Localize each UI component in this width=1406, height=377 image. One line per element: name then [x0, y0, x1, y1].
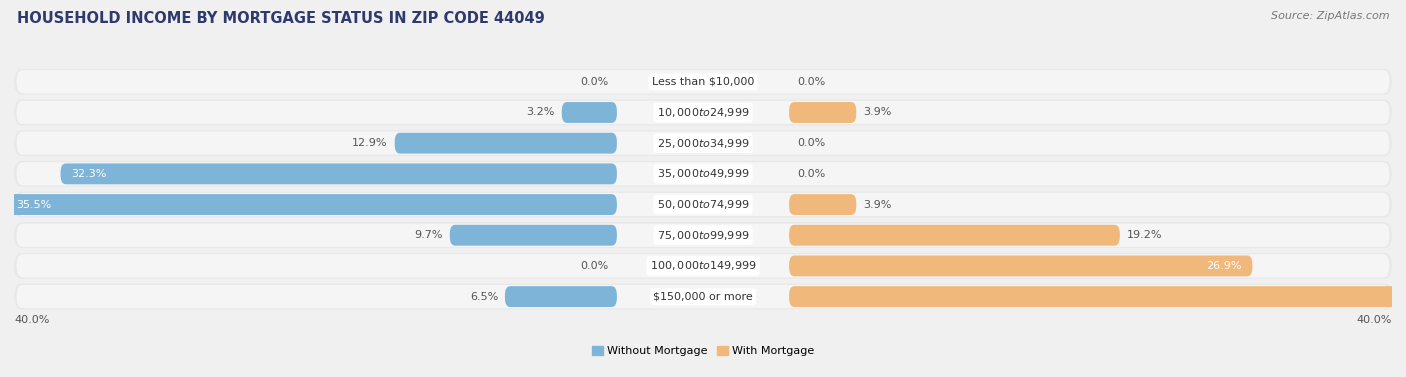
- Text: 0.0%: 0.0%: [581, 77, 609, 87]
- Text: 32.3%: 32.3%: [70, 169, 107, 179]
- Text: 0.0%: 0.0%: [797, 169, 825, 179]
- FancyBboxPatch shape: [14, 161, 1392, 187]
- Text: Less than $10,000: Less than $10,000: [652, 77, 754, 87]
- FancyBboxPatch shape: [14, 284, 1392, 310]
- FancyBboxPatch shape: [17, 162, 1389, 185]
- Text: 19.2%: 19.2%: [1126, 230, 1163, 240]
- FancyBboxPatch shape: [14, 130, 1392, 156]
- Text: 0.0%: 0.0%: [797, 77, 825, 87]
- FancyBboxPatch shape: [17, 224, 1389, 247]
- FancyBboxPatch shape: [450, 225, 617, 246]
- Text: 9.7%: 9.7%: [415, 230, 443, 240]
- Text: 0.0%: 0.0%: [581, 261, 609, 271]
- Text: $10,000 to $24,999: $10,000 to $24,999: [657, 106, 749, 119]
- FancyBboxPatch shape: [789, 194, 856, 215]
- Text: 3.9%: 3.9%: [863, 107, 891, 118]
- FancyBboxPatch shape: [395, 133, 617, 153]
- Legend: Without Mortgage, With Mortgage: Without Mortgage, With Mortgage: [588, 342, 818, 361]
- Text: $150,000 or more: $150,000 or more: [654, 291, 752, 302]
- Text: 6.5%: 6.5%: [470, 291, 498, 302]
- Text: $50,000 to $74,999: $50,000 to $74,999: [657, 198, 749, 211]
- Text: Source: ZipAtlas.com: Source: ZipAtlas.com: [1271, 11, 1389, 21]
- Text: HOUSEHOLD INCOME BY MORTGAGE STATUS IN ZIP CODE 44049: HOUSEHOLD INCOME BY MORTGAGE STATUS IN Z…: [17, 11, 544, 26]
- FancyBboxPatch shape: [6, 194, 617, 215]
- FancyBboxPatch shape: [789, 286, 1406, 307]
- FancyBboxPatch shape: [60, 163, 617, 184]
- Text: 40.0%: 40.0%: [14, 315, 49, 325]
- Text: 0.0%: 0.0%: [797, 138, 825, 148]
- FancyBboxPatch shape: [14, 222, 1392, 248]
- Text: 12.9%: 12.9%: [353, 138, 388, 148]
- FancyBboxPatch shape: [17, 285, 1389, 308]
- FancyBboxPatch shape: [14, 100, 1392, 126]
- Text: 40.0%: 40.0%: [1357, 315, 1392, 325]
- FancyBboxPatch shape: [789, 102, 856, 123]
- Text: $100,000 to $149,999: $100,000 to $149,999: [650, 259, 756, 273]
- FancyBboxPatch shape: [17, 70, 1389, 93]
- FancyBboxPatch shape: [505, 286, 617, 307]
- FancyBboxPatch shape: [17, 132, 1389, 155]
- Text: 35.5%: 35.5%: [15, 199, 51, 210]
- FancyBboxPatch shape: [17, 254, 1389, 277]
- FancyBboxPatch shape: [562, 102, 617, 123]
- Text: $25,000 to $34,999: $25,000 to $34,999: [657, 137, 749, 150]
- Text: 3.9%: 3.9%: [863, 199, 891, 210]
- FancyBboxPatch shape: [14, 253, 1392, 279]
- FancyBboxPatch shape: [789, 256, 1253, 276]
- FancyBboxPatch shape: [789, 225, 1119, 246]
- Text: $35,000 to $49,999: $35,000 to $49,999: [657, 167, 749, 180]
- Text: 3.2%: 3.2%: [526, 107, 555, 118]
- FancyBboxPatch shape: [14, 69, 1392, 95]
- Text: 26.9%: 26.9%: [1206, 261, 1241, 271]
- FancyBboxPatch shape: [14, 192, 1392, 218]
- FancyBboxPatch shape: [17, 193, 1389, 216]
- FancyBboxPatch shape: [17, 101, 1389, 124]
- Text: $75,000 to $99,999: $75,000 to $99,999: [657, 229, 749, 242]
